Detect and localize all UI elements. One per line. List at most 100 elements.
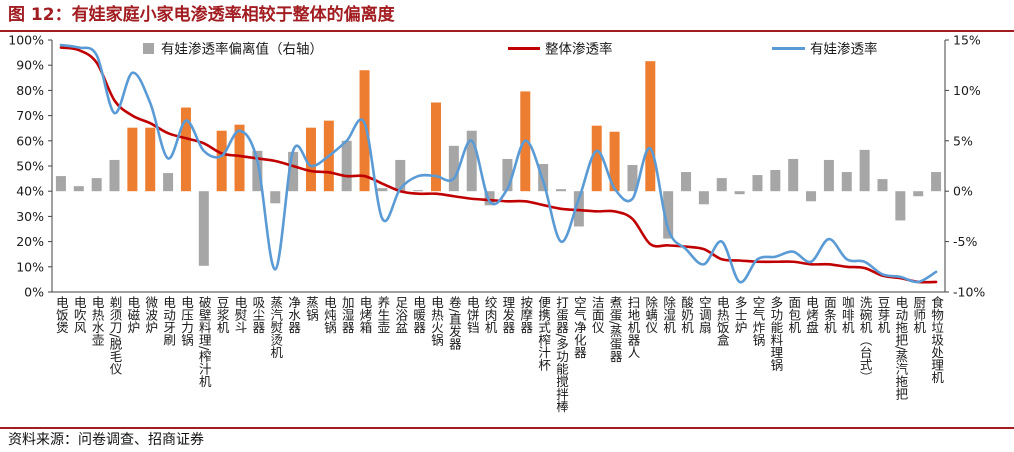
overall-rate-point [184, 136, 188, 140]
kid-rate-point [916, 280, 920, 284]
y-left-tick-label: 80% [16, 83, 44, 98]
deviation-bar [591, 125, 602, 192]
overall-rate-point [613, 209, 617, 213]
deviation-bar [841, 172, 852, 192]
deviation-bar [288, 151, 299, 192]
legend-label-deviation: 有娃渗透率偏离值（右轴） [161, 41, 323, 58]
overall-rate-point [666, 243, 670, 247]
overall-rate-point [345, 174, 349, 178]
deviation-bar [55, 176, 66, 192]
deviation-bar [913, 191, 924, 197]
overall-rate-point [380, 182, 384, 186]
y-right-tick-label: -5% [953, 234, 977, 249]
deviation-bar [127, 127, 138, 192]
overall-rate-point [327, 170, 331, 174]
chart-title: 图 12：有娃家庭小家电渗透率相较于整体的偏离度 [8, 5, 395, 25]
y-right-tick-label: -10% [953, 285, 985, 300]
kid-rate-point [845, 257, 849, 261]
kid-rate-point [309, 164, 313, 168]
overall-rate-point [166, 131, 170, 135]
deviation-bar [716, 178, 727, 192]
kid-rate-point [738, 280, 742, 284]
kid-rate-point [202, 149, 206, 153]
kid-rate-point [702, 262, 706, 266]
overall-rate-line [59, 46, 938, 284]
kid-rate-point [505, 187, 509, 191]
kid-rate-point [148, 101, 152, 105]
kid-rate-point [77, 46, 81, 50]
kid-rate-point [273, 267, 277, 271]
y-right-axis-ticks: -10% -5% 0% 5% 10% 15% [945, 33, 985, 300]
kid-rate-point [595, 149, 599, 153]
kid-rate-point [773, 255, 777, 259]
overall-rate-point [934, 280, 938, 284]
deviation-bar [395, 159, 406, 192]
kid-rate-point [880, 272, 884, 276]
overall-rate-point [238, 154, 242, 158]
deviation-bar [216, 130, 227, 192]
kid-rate-point [363, 121, 367, 125]
deviation-bars [55, 61, 942, 266]
deviation-bar [413, 190, 424, 192]
deviation-bar [145, 127, 156, 192]
kid-rate-point [184, 119, 188, 123]
deviation-bar [430, 102, 441, 192]
source-note: 资料来源：问卷调查、招商证券 [8, 432, 204, 448]
kid-rate-point [541, 179, 545, 183]
overall-rate-point [309, 169, 313, 173]
kid-rate-point [130, 71, 134, 75]
kid-rate-point [452, 177, 456, 181]
deviation-bar [770, 170, 781, 192]
y-left-axis-ticks: 0% 10% 20% 30% 40% 50% 60% 70% 80% 90% 100% [8, 33, 52, 300]
kid-rate-point [613, 187, 617, 191]
overall-rate-point [130, 114, 134, 118]
deviation-bar [448, 145, 459, 192]
legend: 有娃渗透率偏离值（右轴） 整体渗透率 有娃渗透率 [143, 41, 878, 58]
deviation-bar [305, 127, 316, 192]
overall-rate-point [738, 259, 742, 263]
source-rule [0, 427, 1014, 429]
title-rule [0, 30, 1014, 32]
kid-rate-point [898, 275, 902, 279]
overall-rate-point [648, 242, 652, 246]
overall-rate-point [577, 208, 581, 212]
overall-rate-point [827, 262, 831, 266]
kid-rate-point [255, 159, 259, 163]
deviation-bar [252, 150, 263, 192]
overall-rate-point [416, 192, 420, 196]
kid-rate-point [559, 240, 563, 244]
deviation-bar [466, 130, 477, 192]
kid-rate-point [113, 111, 117, 115]
kid-rate-point [95, 53, 99, 57]
deviation-bar [502, 158, 513, 192]
deviation-bar [788, 158, 799, 192]
deviation-bar [359, 70, 370, 192]
deviation-bar [180, 107, 191, 192]
kid-rate-point [166, 156, 170, 160]
y-left-tick-label: 100% [8, 33, 44, 48]
kid-rate-point [434, 174, 438, 178]
deviation-bar [698, 191, 709, 205]
deviation-bar [73, 186, 84, 192]
deviation-bar [341, 140, 352, 192]
kid-rate-line [59, 43, 938, 284]
kid-rate-point [416, 174, 420, 178]
deviation-bar [734, 191, 745, 195]
kid-rate-point [488, 199, 492, 203]
kid-rate-point [720, 240, 724, 244]
deviation-bar [895, 191, 906, 221]
deviation-bar [91, 178, 102, 192]
kid-rate-point [827, 237, 831, 241]
kid-rate-point [220, 154, 224, 158]
overall-rate-point [559, 207, 563, 211]
overall-rate-point [523, 199, 527, 203]
deviation-bar [823, 159, 834, 192]
overall-rate-point [202, 141, 206, 145]
deviation-bar [609, 131, 620, 192]
y-left-tick-label: 90% [16, 58, 44, 73]
deviation-bar [627, 164, 638, 192]
deviation-bar [377, 188, 388, 192]
y-right-tick-label: 5% [953, 133, 973, 148]
